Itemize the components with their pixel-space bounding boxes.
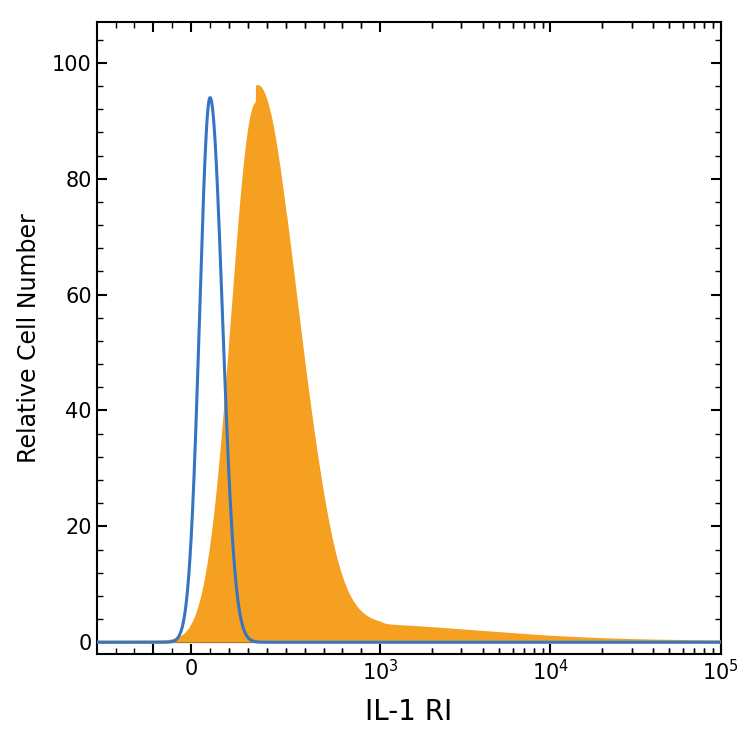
X-axis label: IL-1 RI: IL-1 RI (365, 698, 452, 726)
Y-axis label: Relative Cell Number: Relative Cell Number (17, 213, 41, 463)
